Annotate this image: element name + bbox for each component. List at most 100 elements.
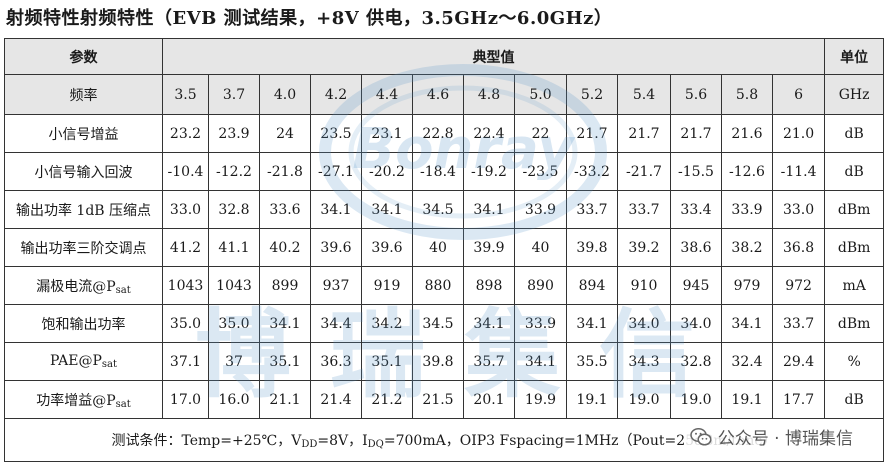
header-typical: 典型值: [161, 38, 826, 75]
value-cell: 19.0: [670, 380, 722, 419]
wechat-badge[interactable]: 公众号 · 博瑞集信: [683, 422, 859, 451]
value-cell: 19.9: [514, 380, 567, 419]
unit-cell: mA: [824, 266, 885, 305]
value-cell: 39.2: [617, 228, 671, 267]
value-cell: 38.2: [721, 228, 773, 267]
value-cell: 894: [566, 266, 618, 305]
value-cell: -15.5: [670, 152, 722, 191]
frequency-value: 6: [771, 74, 826, 115]
value-cell: -23.5: [514, 152, 567, 191]
param-label: 饱和输出功率: [4, 304, 163, 343]
value-cell: 890: [514, 266, 567, 305]
table-row: 输出功率 1dB 压缩点 33.0 32.8 33.6 34.1 34.1 34.5 34.1…: [4, 190, 885, 229]
value-cell: -12.2: [208, 152, 260, 191]
value-cell: 937: [310, 266, 362, 305]
frequency-value: 4.0: [259, 74, 311, 115]
value-cell: 34.1: [463, 190, 515, 229]
value-cell: 20.1: [463, 380, 515, 419]
frequency-value: 5.2: [566, 74, 618, 115]
value-cell: 898: [463, 266, 515, 305]
value-cell: 34.5: [412, 190, 464, 229]
unit-cell: dB: [824, 380, 885, 419]
value-cell: 17.0: [162, 380, 209, 419]
value-cell: 35.1: [259, 342, 311, 381]
value-cell: 39.8: [566, 228, 618, 267]
value-cell: -20.2: [361, 152, 413, 191]
header-unit: 单位: [824, 38, 885, 75]
value-cell: 34.1: [259, 304, 311, 343]
value-cell: 919: [361, 266, 413, 305]
frequency-value: 3.7: [208, 74, 260, 115]
value-cell: 35.0: [208, 304, 260, 343]
value-cell: 21.7: [670, 114, 722, 153]
value-cell: 22: [514, 114, 567, 153]
value-cell: 33.9: [721, 190, 773, 229]
value-cell: 33.7: [771, 304, 826, 343]
value-cell: 36.3: [310, 342, 362, 381]
value-cell: 34.1: [463, 304, 515, 343]
value-cell: 22.8: [412, 114, 464, 153]
value-cell: 21.7: [566, 114, 618, 153]
value-cell: 35.5: [566, 342, 618, 381]
value-cell: 23.5: [310, 114, 362, 153]
value-cell: 39.8: [412, 342, 464, 381]
value-cell: -10.4: [162, 152, 209, 191]
value-cell: 910: [617, 266, 671, 305]
unit-cell: dBm: [824, 228, 885, 267]
value-cell: 979: [721, 266, 773, 305]
value-cell: 21.1: [259, 380, 311, 419]
frequency-label: 频率: [4, 74, 163, 115]
value-cell: 37: [208, 342, 260, 381]
frequency-value: 4.4: [361, 74, 413, 115]
wechat-icon: [690, 427, 712, 446]
value-cell: 39.6: [310, 228, 362, 267]
value-cell: 23.9: [208, 114, 260, 153]
param-label: 小信号输入回波: [4, 152, 163, 191]
value-cell: 32.8: [670, 342, 722, 381]
value-cell: 32.4: [721, 342, 773, 381]
value-cell: 34.0: [617, 304, 671, 343]
value-cell: 41.2: [162, 228, 209, 267]
value-cell: 16.0: [208, 380, 260, 419]
frequency-unit: GHz: [824, 74, 885, 115]
value-cell: -11.4: [771, 152, 826, 191]
value-cell: -27.1: [310, 152, 362, 191]
table-row: 功率增益@Psat 17.0 16.0 21.1 21.4 21.2 21.5 20.1 19.…: [4, 380, 885, 419]
unit-cell: dB: [824, 152, 885, 191]
value-cell: 33.6: [259, 190, 311, 229]
value-cell: 34.1: [514, 342, 567, 381]
frequency-value: 5.4: [617, 74, 671, 115]
value-cell: 41.1: [208, 228, 260, 267]
value-cell: 899: [259, 266, 311, 305]
value-cell: 21.7: [617, 114, 671, 153]
value-cell: 38.6: [670, 228, 722, 267]
value-cell: 19.0: [617, 380, 671, 419]
value-cell: 33.7: [617, 190, 671, 229]
param-label: 输出功率 1dB 压缩点: [4, 190, 163, 229]
value-cell: 19.1: [566, 380, 618, 419]
unit-cell: dB: [824, 114, 885, 153]
value-cell: 34.3: [617, 342, 671, 381]
value-cell: 33.7: [566, 190, 618, 229]
table-row: 输出功率三阶交调点 41.2 41.1 40.2 39.6 39.6 40 39.9 40 39.…: [4, 228, 885, 267]
table-row: 小信号输入回波 -10.4 -12.2 -21.8 -27.1 -20.2 -18.4 -19…: [4, 152, 885, 191]
wechat-badge-text: 公众号 · 博瑞集信: [717, 429, 853, 449]
value-cell: 39.6: [361, 228, 413, 267]
value-cell: 34.1: [310, 190, 362, 229]
value-cell: 33.9: [514, 304, 567, 343]
value-cell: 24: [259, 114, 311, 153]
value-cell: 21.2: [361, 380, 413, 419]
table-row: 漏极电流@Psat 1043 1043 899 937 919 880 898 890 894 91…: [4, 266, 885, 305]
unit-cell: dBm: [824, 304, 885, 343]
value-cell: 34.1: [721, 304, 773, 343]
value-cell: 23.1: [361, 114, 413, 153]
value-cell: 40: [514, 228, 567, 267]
value-cell: 17.7: [771, 380, 826, 419]
table-header-row: 参数 典型值 单位: [4, 38, 885, 75]
value-cell: -33.2: [566, 152, 618, 191]
frequency-value: 4.8: [463, 74, 515, 115]
value-cell: 37.1: [162, 342, 209, 381]
param-label: 功率增益@Psat: [4, 380, 163, 419]
value-cell: 22.4: [463, 114, 515, 153]
